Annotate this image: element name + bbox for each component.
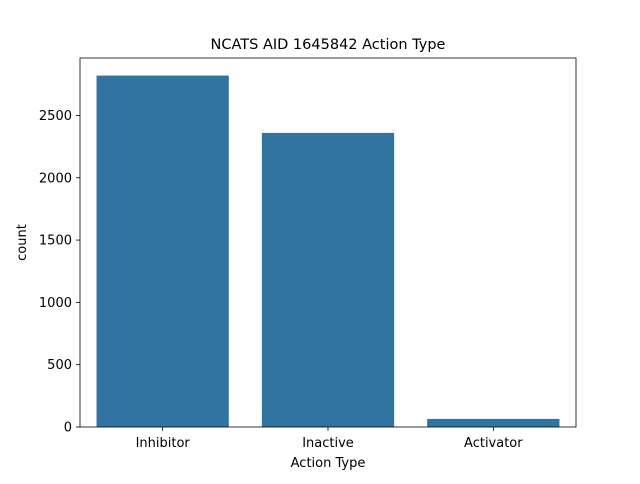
y-tick-label: 500 (47, 358, 72, 373)
bars-group (96, 75, 560, 428)
bar-inactive (261, 132, 395, 427)
plot-frame (79, 57, 577, 428)
y-tick-label: 0 (64, 421, 72, 436)
y-tick-label: 1000 (39, 296, 72, 311)
bar-inhibitor (96, 75, 229, 428)
y-tick-label: 2000 (39, 171, 72, 186)
x-tick-label: Activator (464, 436, 523, 451)
chart-title: NCATS AID 1645842 Action Type (211, 37, 446, 53)
y-axis-ticks: 0 500 1000 1500 2000 2500 (39, 109, 80, 436)
y-axis-label: count (15, 224, 30, 261)
x-axis-label: Action Type (291, 456, 366, 471)
x-tick-label: Inactive (302, 436, 354, 451)
x-tick-label: Inhibitor (136, 436, 191, 451)
x-axis-ticks: Inhibitor Inactive Activator (136, 427, 523, 451)
bar-activator (427, 418, 560, 427)
y-tick-label: 2500 (39, 109, 72, 124)
y-tick-label: 1500 (39, 234, 72, 249)
